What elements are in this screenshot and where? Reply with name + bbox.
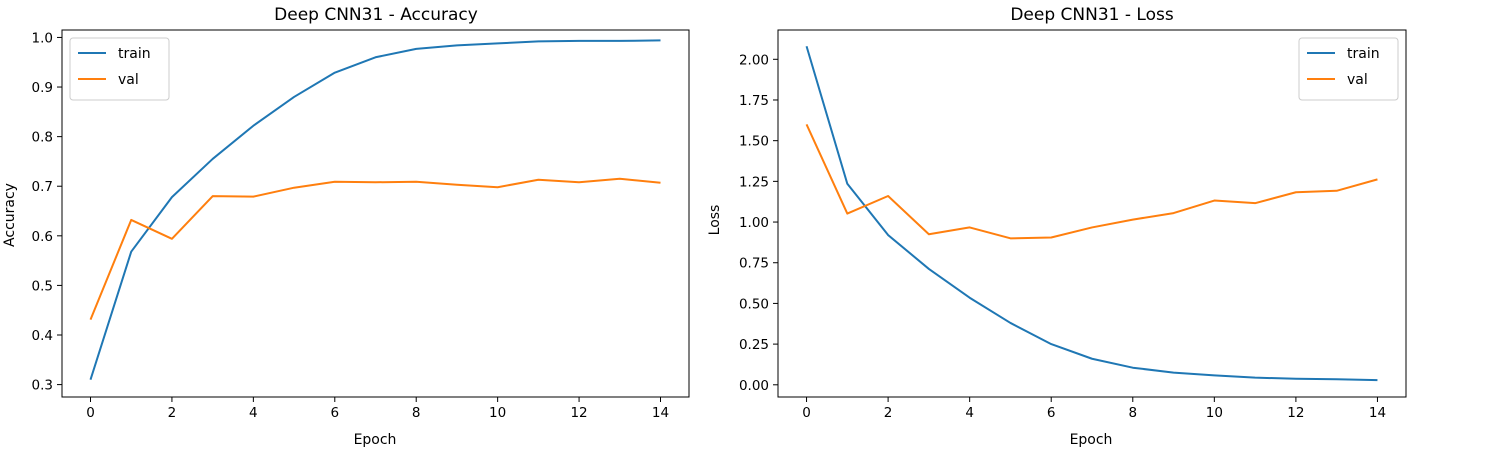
accuracy-y-tick-label-6: 0.9	[32, 80, 53, 96]
loss-y-tick-label-4: 1.00	[739, 215, 769, 231]
loss-y-tick-label-7: 1.75	[739, 93, 769, 109]
accuracy-y-tick-label-0: 0.3	[32, 378, 53, 394]
accuracy-series-val-line	[89, 177, 661, 321]
loss-y-tick-label-5: 1.25	[739, 174, 769, 190]
accuracy-y-tick-label-3: 0.6	[32, 229, 53, 245]
accuracy-x-tick-label-12: 12	[570, 405, 587, 421]
loss-y-tick-label-1: 0.25	[739, 337, 769, 353]
loss-x-tick-label-2: 2	[884, 405, 893, 421]
loss-x-axis-label: Epoch	[1070, 432, 1113, 448]
loss-x-tick-label-10: 10	[1206, 405, 1223, 421]
accuracy-x-tick-label-6: 6	[330, 405, 339, 421]
accuracy-y-tick-label-2: 0.5	[32, 278, 53, 294]
loss-x-tick-label-14: 14	[1369, 405, 1386, 421]
accuracy-legend-label-val: val	[118, 72, 139, 88]
loss-y-tick-label-2: 0.50	[739, 296, 769, 312]
loss-y-axis-label: Loss	[707, 205, 723, 236]
accuracy-legend-label-train: train	[118, 46, 151, 62]
loss-x-tick-label-0: 0	[802, 405, 811, 421]
loss-x-tick-label-8: 8	[1128, 405, 1137, 421]
accuracy-legend: train val	[69, 37, 170, 101]
loss-chart: Deep CNN31 - Loss Epoch Loss 0 2 4 6 8 10 12 14…	[707, 5, 1407, 448]
loss-plot-frame	[777, 29, 1407, 398]
accuracy-chart-title: Deep CNN31 - Accuracy	[274, 5, 478, 25]
accuracy-x-tick-label-8: 8	[412, 405, 421, 421]
loss-legend-label-train: train	[1347, 46, 1380, 62]
loss-series-train-line	[805, 45, 1378, 382]
accuracy-x-tick-label-14: 14	[652, 405, 669, 421]
accuracy-y-tick-label-1: 0.4	[32, 328, 53, 344]
loss-legend-label-val: val	[1347, 72, 1368, 88]
loss-series-lines	[805, 45, 1378, 382]
accuracy-plot-frame	[61, 29, 690, 398]
loss-x-tick-label-12: 12	[1287, 405, 1304, 421]
accuracy-y-axis-label: Accuracy	[2, 183, 18, 247]
accuracy-ticks: 0 2 4 6 8 10 12 14 0.3 0.4 0.5 0.6 0.7 0.8 0.9 1.0	[32, 30, 670, 421]
loss-y-tick-label-0: 0.00	[739, 378, 769, 394]
accuracy-x-tick-label-2: 2	[168, 405, 177, 421]
loss-ticks: 0 2 4 6 8 10 12 14 0.00 0.25 0.50 0.75 1.00 1.25 1.50 1…	[739, 52, 1386, 421]
accuracy-x-tick-label-4: 4	[249, 405, 258, 421]
loss-x-tick-label-4: 4	[965, 405, 974, 421]
accuracy-series-train-line	[89, 39, 661, 380]
loss-x-tick-label-6: 6	[1047, 405, 1056, 421]
accuracy-y-tick-label-7: 1.0	[32, 30, 53, 46]
loss-y-tick-label-3: 0.75	[739, 256, 769, 272]
loss-y-tick-label-6: 1.50	[739, 134, 769, 150]
accuracy-series-lines	[89, 39, 661, 380]
accuracy-y-tick-label-4: 0.7	[32, 179, 53, 195]
loss-y-tick-label-8: 2.00	[739, 52, 769, 68]
accuracy-chart: Deep CNN31 - Accuracy Epoch Accuracy 0 2 4…	[2, 5, 690, 448]
loss-series-val-line	[805, 123, 1378, 240]
accuracy-y-tick-label-5: 0.8	[32, 130, 53, 146]
accuracy-x-axis-label: Epoch	[354, 432, 397, 448]
loss-chart-title: Deep CNN31 - Loss	[1010, 5, 1174, 25]
accuracy-x-tick-label-0: 0	[86, 405, 95, 421]
accuracy-x-tick-label-10: 10	[489, 405, 506, 421]
loss-legend: train val	[1298, 37, 1399, 101]
